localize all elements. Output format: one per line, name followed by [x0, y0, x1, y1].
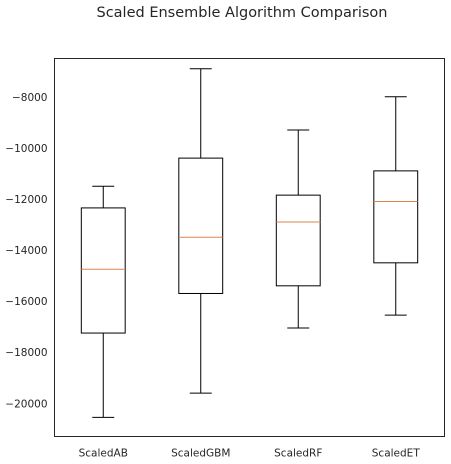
box-marks	[80, 68, 419, 418]
x-tick-label: ScaledAB	[79, 448, 128, 460]
box-group-3	[275, 129, 321, 329]
box-group-2	[178, 68, 224, 394]
y-tick-label: −14000	[5, 245, 47, 257]
y-tick-label: −18000	[5, 347, 47, 359]
iqr-box	[178, 157, 224, 294]
iqr-box	[80, 207, 126, 334]
y-tick-label: −20000	[5, 398, 47, 410]
y-tick-label: −10000	[5, 143, 47, 155]
x-axis: ScaledAB ScaledGBM ScaledRF ScaledET	[79, 448, 421, 460]
x-tick-label: ScaledET	[372, 448, 421, 460]
y-tick-label: −8000	[12, 92, 48, 104]
box-group-4	[373, 96, 419, 316]
y-tick-label: −16000	[5, 296, 47, 308]
plot-frame	[54, 58, 445, 437]
iqr-box	[373, 170, 419, 264]
x-tick-label: ScaledRF	[274, 448, 322, 460]
x-tick-label: ScaledGBM	[171, 448, 230, 460]
y-axis: −20000 −18000 −16000 −14000 −12000 −10000 −800…	[5, 92, 47, 410]
y-tick-label: −12000	[5, 194, 47, 206]
box-group-1	[80, 185, 126, 418]
iqr-box	[275, 194, 321, 287]
chart-title: Scaled Ensemble Algorithm Comparison	[96, 5, 388, 21]
